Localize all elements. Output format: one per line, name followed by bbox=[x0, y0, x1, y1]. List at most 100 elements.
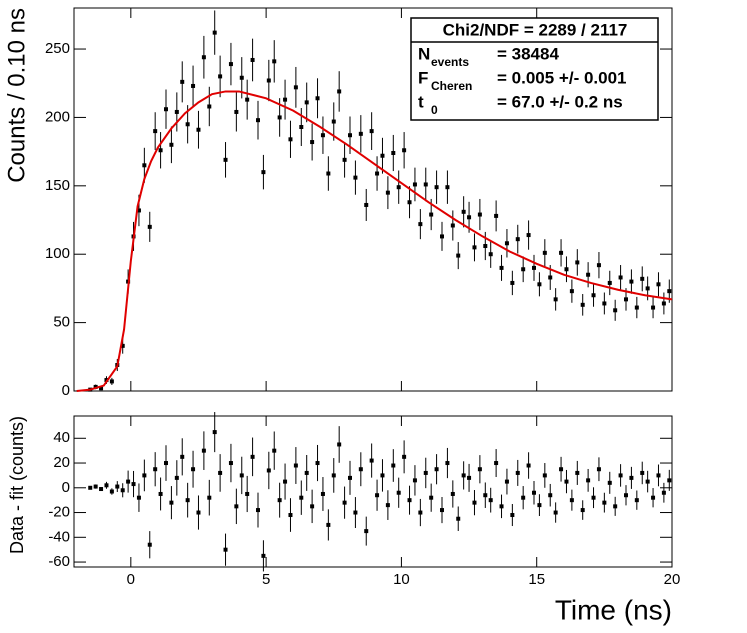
data-point bbox=[461, 209, 466, 214]
data-point bbox=[185, 122, 190, 127]
data-point bbox=[618, 275, 623, 280]
data-point bbox=[656, 282, 661, 287]
data-point bbox=[391, 150, 396, 155]
data-point bbox=[245, 97, 250, 102]
data-point bbox=[467, 215, 472, 220]
data-point bbox=[418, 510, 423, 515]
data-point bbox=[667, 289, 672, 294]
data-point bbox=[207, 495, 212, 500]
data-point bbox=[212, 430, 217, 435]
data-point bbox=[559, 250, 564, 255]
data-point bbox=[304, 470, 309, 475]
data-point bbox=[99, 386, 104, 391]
data-point bbox=[315, 96, 320, 101]
data-point bbox=[575, 260, 580, 265]
data-point bbox=[364, 202, 369, 207]
data-point bbox=[423, 470, 428, 475]
data-point bbox=[591, 293, 596, 298]
data-point bbox=[629, 279, 634, 284]
data-point bbox=[158, 148, 163, 153]
plot-frame bbox=[73, 7, 673, 392]
data-point bbox=[651, 495, 656, 500]
data-point bbox=[191, 83, 196, 88]
data-point bbox=[510, 280, 515, 285]
data-point bbox=[515, 470, 520, 475]
data-point bbox=[483, 493, 488, 498]
data-point bbox=[147, 224, 152, 229]
data-point bbox=[342, 157, 347, 162]
data-point bbox=[207, 104, 212, 109]
data-point bbox=[483, 244, 488, 249]
data-point bbox=[586, 478, 591, 483]
data-point bbox=[624, 493, 628, 498]
data-point bbox=[169, 142, 174, 147]
x-axis-label: Time (ns) bbox=[555, 594, 672, 625]
data-point bbox=[434, 467, 439, 472]
data-point bbox=[488, 252, 493, 257]
data-point bbox=[218, 470, 223, 475]
data-point bbox=[548, 275, 553, 280]
data-point bbox=[201, 448, 206, 453]
data-point bbox=[277, 115, 282, 120]
data-point bbox=[93, 484, 98, 489]
data-point bbox=[412, 182, 417, 187]
stats-sub: events bbox=[431, 55, 469, 69]
data-point bbox=[450, 223, 455, 228]
data-point bbox=[499, 265, 504, 270]
data-point bbox=[358, 467, 363, 472]
data-point bbox=[423, 182, 428, 187]
data-point bbox=[526, 233, 531, 238]
data-point bbox=[348, 133, 352, 138]
data-point bbox=[180, 454, 185, 459]
data-point bbox=[640, 276, 645, 281]
data-point bbox=[456, 253, 461, 258]
data-point bbox=[277, 498, 282, 503]
data-point bbox=[196, 127, 201, 132]
data-point bbox=[250, 57, 255, 62]
data-point bbox=[342, 500, 347, 505]
data-point bbox=[580, 302, 585, 307]
data-point bbox=[288, 137, 293, 142]
data-point bbox=[477, 467, 482, 472]
data-point bbox=[223, 547, 228, 552]
data-point bbox=[299, 125, 304, 130]
data-point bbox=[169, 500, 174, 505]
data-point bbox=[499, 504, 504, 509]
y-tick-label: -60 bbox=[48, 553, 70, 570]
data-point bbox=[569, 498, 574, 503]
data-point bbox=[142, 473, 147, 478]
data-point bbox=[358, 131, 363, 136]
stats-label: F bbox=[418, 68, 428, 87]
data-point bbox=[218, 74, 223, 79]
data-point bbox=[488, 498, 493, 503]
data-point bbox=[510, 513, 515, 518]
data-point bbox=[634, 498, 639, 503]
data-point bbox=[613, 308, 618, 313]
data-point bbox=[304, 100, 309, 105]
data-point bbox=[245, 491, 250, 496]
data-point bbox=[564, 479, 569, 484]
data-point bbox=[147, 542, 152, 547]
y-axis-label: Data - fit (counts) bbox=[7, 416, 27, 554]
x-tick-label: 5 bbox=[262, 571, 270, 588]
x-tick-label: 0 bbox=[127, 571, 135, 588]
data-point bbox=[651, 305, 656, 310]
data-point bbox=[429, 212, 434, 217]
y-tick-label: 0 bbox=[62, 382, 70, 399]
data-point bbox=[109, 489, 114, 494]
data-point bbox=[537, 503, 542, 508]
stats-sub: Cheren bbox=[431, 79, 472, 93]
data-point bbox=[104, 483, 109, 488]
data-point bbox=[445, 185, 450, 190]
data-point bbox=[634, 305, 639, 310]
data-point bbox=[494, 213, 499, 218]
data-point bbox=[602, 500, 607, 505]
data-point bbox=[315, 461, 320, 466]
data-point bbox=[353, 510, 358, 515]
data-point bbox=[266, 468, 271, 473]
data-point bbox=[602, 301, 607, 306]
data-point bbox=[661, 490, 666, 495]
data-point bbox=[645, 479, 650, 484]
data-point bbox=[559, 467, 564, 472]
